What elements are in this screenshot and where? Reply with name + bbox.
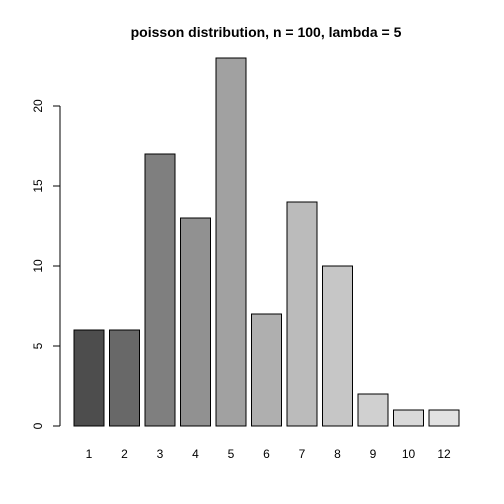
bars	[73, 57, 460, 427]
x-tick-label: 4	[192, 447, 199, 461]
bar	[73, 329, 105, 427]
x-tick-label: 6	[263, 447, 270, 461]
bar	[393, 409, 424, 427]
x-tick-label: 1	[86, 447, 93, 461]
x-tick-label: 7	[299, 447, 306, 461]
y-axis: 0 5 10 15 20	[31, 99, 61, 429]
bar	[109, 329, 140, 427]
bar	[251, 313, 282, 427]
bar	[286, 201, 318, 427]
x-tick-label: 5	[228, 447, 235, 461]
y-tick-label: 15	[31, 179, 45, 193]
y-tick-label: 10	[31, 259, 45, 273]
x-tick-label: 2	[121, 447, 128, 461]
bar	[428, 409, 460, 427]
y-tick-label: 5	[31, 342, 45, 349]
bar	[322, 265, 353, 427]
bar	[144, 153, 176, 427]
bar	[215, 57, 247, 427]
x-tick-label: 9	[370, 447, 377, 461]
bar	[357, 393, 389, 427]
x-tick-label: 10	[402, 447, 416, 461]
x-tick-label: 3	[157, 447, 164, 461]
bar	[180, 217, 211, 427]
chart-title: poisson distribution, n = 100, lambda = …	[131, 24, 402, 40]
y-tick-label: 20	[31, 99, 45, 113]
x-axis-labels: 1 2 3 4 5 6 7 8 9 10 12	[86, 447, 451, 461]
x-tick-label: 12	[437, 447, 451, 461]
x-tick-label: 8	[334, 447, 341, 461]
y-tick-label: 0	[31, 422, 45, 429]
